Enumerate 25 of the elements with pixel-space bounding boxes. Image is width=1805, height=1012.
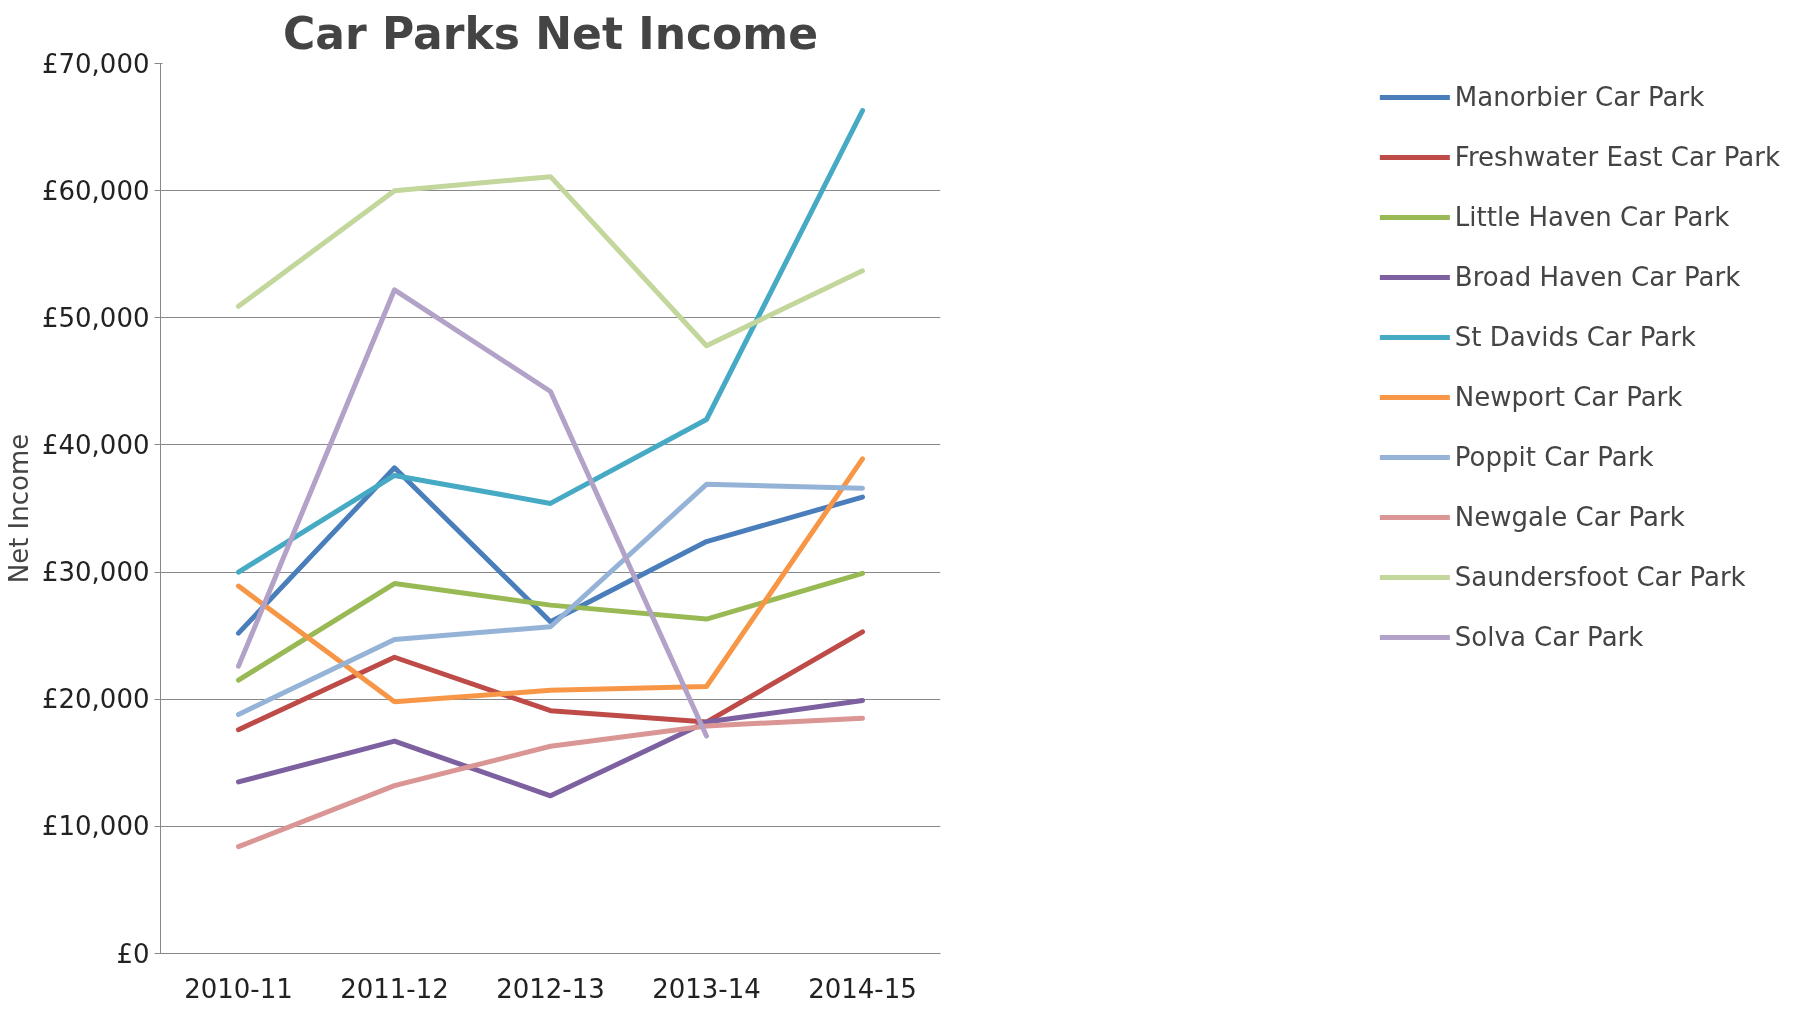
y-tick-label: £40,000 [41, 429, 150, 460]
y-tick-label: £70,000 [41, 48, 150, 79]
legend-label: Freshwater East Car Park [1454, 141, 1780, 174]
legend-label: Poppit Car Park [1454, 441, 1654, 474]
x-tick-label: 2012-13 [496, 973, 605, 1004]
y-tick-label: £20,000 [41, 684, 150, 715]
legend-label: Newport Car Park [1454, 381, 1683, 414]
chart-title: Car Parks Net Income [283, 7, 818, 59]
legend-label: St Davids Car Park [1454, 321, 1696, 354]
y-tick-label: £60,000 [41, 175, 150, 206]
legend-label: Solva Car Park [1454, 621, 1644, 654]
y-tick-label: £0 [116, 938, 150, 969]
x-tick-label: 2010-11 [184, 973, 293, 1004]
y-tick-label: £10,000 [41, 811, 150, 842]
y-tick-label: £30,000 [41, 557, 150, 588]
legend-label: Broad Haven Car Park [1454, 261, 1741, 294]
x-tick-label: 2011-12 [340, 973, 449, 1004]
y-tick-label: £50,000 [41, 302, 150, 333]
legend-label: Little Haven Car Park [1454, 201, 1730, 234]
x-tick-label: 2014-15 [808, 973, 917, 1004]
x-tick-label: 2013-14 [652, 973, 761, 1004]
y-axis-title: Net Income [3, 433, 34, 584]
legend-label: Saundersfoot Car Park [1454, 561, 1746, 594]
legend-label: Manorbier Car Park [1454, 81, 1705, 114]
legend-label: Newgale Car Park [1454, 501, 1685, 534]
